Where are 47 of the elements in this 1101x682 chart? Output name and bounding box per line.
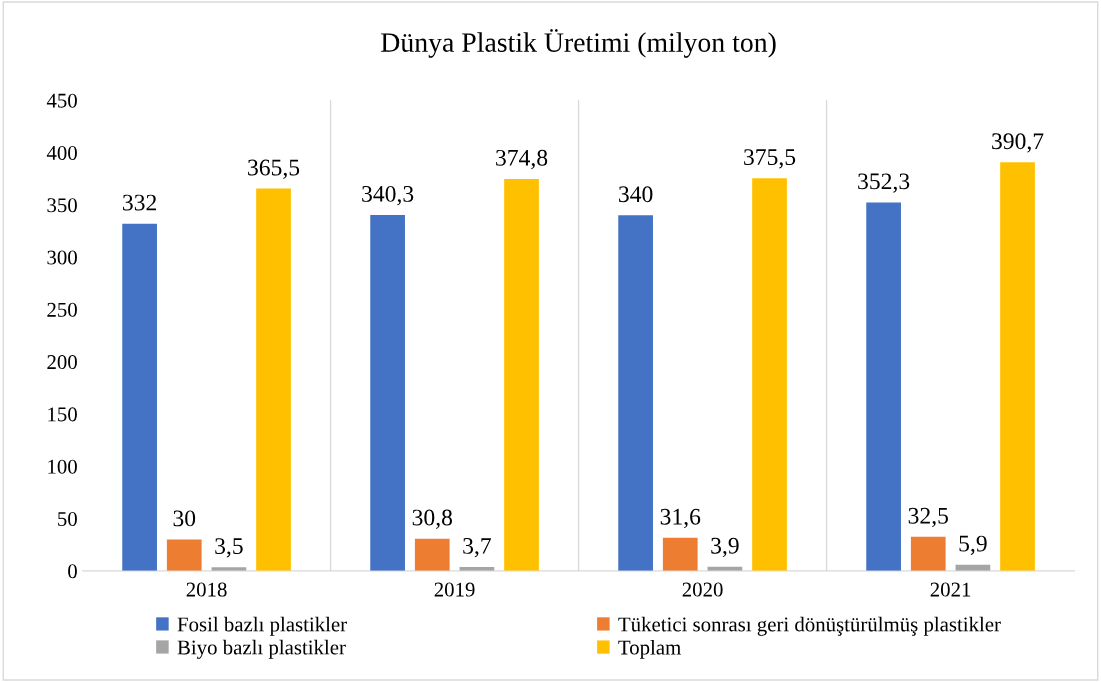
x-tick-label: 2018 (186, 582, 227, 597)
data-label: 365,5 (248, 159, 300, 179)
x-tick-label: 2021 (930, 582, 971, 597)
y-tick-label: 300 (47, 250, 77, 265)
bar (910, 536, 946, 571)
y-tick-label: 400 (46, 145, 77, 160)
data-label: 32,5 (908, 507, 948, 528)
chart-title: Dünya Plastik Üretimi (milyon ton) (381, 29, 776, 58)
y-tick-label: 150 (48, 407, 77, 422)
y-tick-label: 100 (48, 459, 77, 474)
bar (370, 214, 405, 571)
legend-label: Tüketici sonrası geri dönüştürülmüş plastikler (618, 616, 1001, 636)
bar (504, 178, 539, 571)
bar (752, 178, 787, 571)
data-label: 332 (123, 194, 157, 211)
data-label: 5,9 (959, 535, 987, 555)
legend-label: Biyo bazlı plastikler (177, 639, 346, 659)
data-label: 340,3 (362, 185, 414, 206)
bar (866, 202, 901, 571)
y-tick-label: 250 (47, 302, 77, 317)
data-label: 375,5 (744, 149, 796, 169)
data-label: 340 (619, 186, 653, 203)
data-label: 374,8 (496, 149, 548, 170)
y-tick-label: 50 (58, 511, 77, 526)
bar (256, 188, 291, 571)
bar (662, 537, 698, 571)
bar (618, 215, 653, 571)
y-tick-label: 450 (46, 93, 77, 108)
data-label: 3,7 (463, 537, 491, 558)
data-label: 31,6 (660, 508, 701, 529)
bar (414, 538, 450, 571)
data-label: 30 (173, 510, 196, 527)
x-tick-label: 2019 (434, 582, 475, 597)
bar (122, 223, 157, 571)
y-tick-label: 350 (47, 198, 77, 213)
data-label: 3,5 (215, 538, 243, 558)
bar (1000, 162, 1035, 571)
data-label: 352,3 (858, 173, 910, 193)
legend-label: Toplam (618, 639, 681, 659)
data-label: 30,8 (412, 509, 453, 529)
x-tick-label: 2020 (682, 582, 723, 597)
legend-label: Fosil bazlı plastikler (177, 616, 347, 636)
data-label: 390,7 (992, 133, 1044, 153)
bar (166, 539, 202, 571)
data-label: 3,9 (711, 537, 739, 558)
y-tick-label: 0 (68, 564, 77, 579)
y-tick-label: 200 (47, 355, 77, 370)
